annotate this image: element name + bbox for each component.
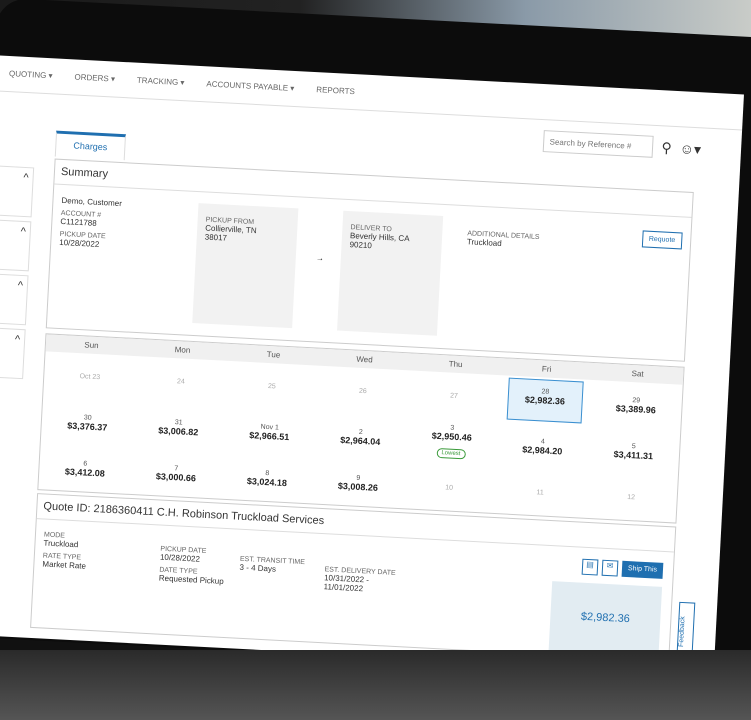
chevron-up-icon[interactable]: ^ [0,164,35,218]
day-header: Mon [174,345,191,355]
calendar-day: 11 [494,487,585,499]
laptop-keyboard [0,650,751,720]
day-header: Sat [631,369,644,379]
arrow-right-icon: → [315,253,325,263]
day-date: 12 [627,493,636,501]
lowest-badge: Lowest [436,447,466,459]
calendar-day: Oct 23 [44,371,135,383]
ship-this-button[interactable]: Ship This [621,560,664,579]
calendar-day: 10 [403,482,494,494]
pickup-date: 10/28/2022 [59,237,100,249]
chevron-up-icon[interactable]: ^ [0,218,32,272]
calendar-day[interactable]: 7 $3,000.66 [130,462,222,484]
day-header: Fri [541,364,552,374]
search-icon[interactable]: ⚲ [661,138,673,156]
nav-accounts-payable[interactable]: ACCOUNTS PAYABLE ▾ [206,79,295,93]
day-date: Oct 23 [79,372,101,381]
calendar-day: 24 [135,376,226,388]
nav-reports[interactable]: REPORTS [316,85,356,97]
mode: Truckload [43,538,79,550]
calendar-day: 26 [317,385,408,397]
calendar-day: 25 [226,380,317,392]
nav-orders[interactable]: ORDERS ▾ [74,72,116,84]
calendar-day[interactable]: 30 $3,376.37 [42,412,134,434]
chevron-up-icon[interactable]: ^ [0,326,26,380]
requote-button[interactable]: Requote [641,230,683,250]
day-header: Wed [356,354,373,365]
email-icon[interactable]: ✉ [601,559,619,577]
day-date: 24 [176,377,185,386]
rate-calendar: Sun Mon Tue Wed Thu Fri Sat Oct 23 24 25 26 27 28 $2… [37,333,685,524]
day-date: 10 [445,483,454,492]
day-date: 26 [358,387,367,395]
search-input[interactable] [543,130,655,158]
day-header: Thu [448,359,463,370]
nav-tracking[interactable]: TRACKING ▾ [136,75,185,88]
chevron-up-icon[interactable]: ^ [0,272,29,326]
day-header: Tue [266,349,281,360]
calendar-day: 27 [408,390,499,402]
customer-name: Demo, Customer [61,195,123,209]
calendar-day[interactable]: 31 $3,006.82 [133,417,225,439]
day-header: Sun [84,340,99,351]
day-date: 27 [449,392,459,400]
sidebar: ^ ^ ^ ^ [0,164,35,383]
tab-charges[interactable]: Charges [54,130,127,161]
calendar-day[interactable]: 8 $3,024.18 [221,467,313,489]
calendar-day[interactable]: 3 $2,950.46 Lowest [405,422,498,462]
nav-quoting[interactable]: QUOTING ▾ [8,69,53,81]
summary-title: Summary [54,159,693,218]
day-date: 25 [267,382,276,390]
app-screen: QUOTING ▾ ORDERS ▾ TRACKING ▾ ACCOUNTS P… [0,55,744,674]
calendar-day[interactable]: 6 $3,412.08 [39,458,131,480]
user-icon[interactable]: ☺▾ [679,139,702,157]
summary-panel: Summary Demo, Customer ACCOUNT # C112178… [45,158,694,362]
calendar-day[interactable]: 28 $2,982.36 [506,377,584,424]
calendar-day[interactable]: 29 $3,389.96 [590,394,682,416]
calendar-day[interactable]: 4 $2,984.20 [497,436,589,458]
calendar-day[interactable]: Nov 1 $2,966.51 [224,421,316,443]
account-number: C1121788 [60,216,97,228]
calendar-day[interactable]: 9 $3,008.26 [312,472,404,494]
calendar-day: 12 [585,491,676,503]
rate-type: Market Rate [42,559,87,571]
document-icon[interactable]: ▤ [581,558,599,576]
calendar-day[interactable]: 5 $3,411.31 [588,440,680,462]
day-date: 11 [536,488,544,497]
calendar-day[interactable]: 2 $2,964.04 [315,426,407,448]
